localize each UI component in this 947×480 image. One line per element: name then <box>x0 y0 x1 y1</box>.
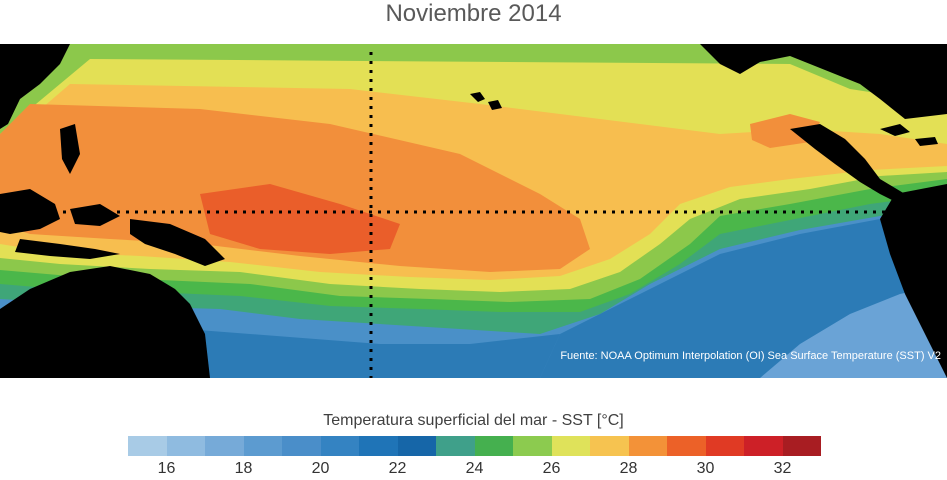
sst-map <box>0 44 947 378</box>
colorbar-tick-label: 24 <box>465 460 484 477</box>
land-north-america <box>700 44 947 119</box>
colorbar-swatch <box>590 436 629 456</box>
colorbar-tick-label: 28 <box>619 460 638 477</box>
colorbar-tick-label: 20 <box>311 460 330 477</box>
colorbar-swatch <box>320 436 359 456</box>
colorbar-swatch <box>513 436 552 456</box>
land-islands-3 <box>15 239 120 259</box>
land-central-america <box>790 124 905 204</box>
colorbar-title: Temperatura superficial del mar - SST [°… <box>323 412 624 429</box>
colorbar-tick-label: 32 <box>773 460 792 477</box>
land-new-guinea <box>130 219 225 266</box>
colorbar-swatch <box>128 436 167 456</box>
land-australia <box>0 266 210 378</box>
colorbar-tick-label: 18 <box>234 460 253 477</box>
colorbar-swatch <box>744 436 783 456</box>
colorbar-ticks: 16 18 20 22 24 26 28 30 32 <box>128 456 821 480</box>
colorbar-swatch <box>667 436 706 456</box>
colorbar-tick-label: 30 <box>696 460 715 477</box>
land-islands-2 <box>70 204 120 226</box>
source-credit: Fuente: NOAA Optimum Interpolation (OI) … <box>560 350 941 362</box>
land <box>0 44 947 378</box>
colorbar-swatch <box>628 436 667 456</box>
colorbar <box>128 436 821 456</box>
colorbar-swatch <box>166 436 205 456</box>
colorbar-swatch <box>205 436 244 456</box>
land-asia <box>0 44 70 129</box>
colorbar-swatch <box>282 436 321 456</box>
land-islands-1 <box>60 124 80 174</box>
land-caribbean <box>880 124 938 146</box>
colorbar-swatch <box>551 436 590 456</box>
land-hawaii <box>470 92 502 110</box>
colorbar-swatch <box>397 436 436 456</box>
zone-orange-east <box>750 114 820 148</box>
colorbar-swatch <box>243 436 282 456</box>
colorbar-swatch <box>705 436 744 456</box>
colorbar-swatch <box>474 436 513 456</box>
colorbar-swatch <box>782 436 821 456</box>
land-south-america <box>880 184 947 378</box>
colorbar-tick-label: 26 <box>542 460 561 477</box>
colorbar-swatch <box>436 436 475 456</box>
zone-east-lightblue <box>760 284 947 378</box>
page-title: Noviembre 2014 <box>385 0 562 27</box>
colorbar-tick-label: 16 <box>157 460 176 477</box>
colorbar-tick-label: 22 <box>388 460 407 477</box>
colorbar-swatch <box>359 436 398 456</box>
zone-warm <box>200 184 400 254</box>
